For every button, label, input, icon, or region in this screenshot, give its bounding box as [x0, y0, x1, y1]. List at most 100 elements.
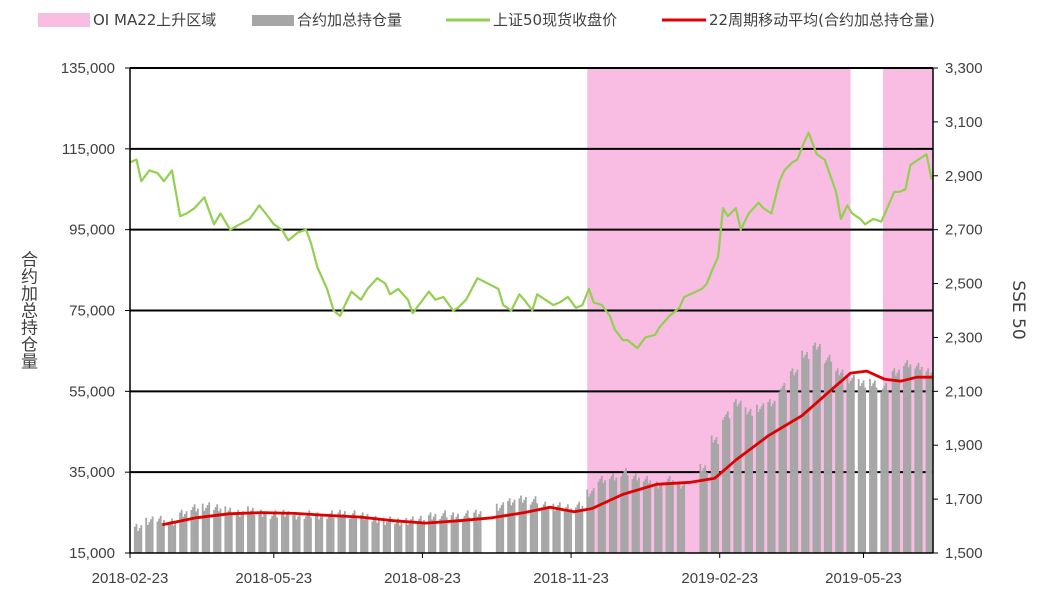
oi-bar [762, 403, 765, 553]
oi-bar [343, 511, 346, 553]
oi-bar [723, 416, 726, 553]
oi-bar [172, 525, 175, 553]
oi-bar [930, 372, 933, 553]
oi-bar [804, 354, 807, 553]
oi-bar [364, 516, 367, 553]
oi-bar [497, 510, 500, 553]
oi-bar [841, 369, 844, 553]
oi-bar [524, 497, 527, 553]
oi-bar [927, 368, 930, 553]
oi-bar [733, 402, 736, 553]
oi-bar [864, 387, 867, 553]
oi-bar [676, 484, 679, 553]
oi-bar [350, 516, 353, 553]
oi-bar [251, 507, 254, 553]
oi-bar [681, 485, 684, 553]
oi-bar [793, 375, 795, 553]
oi-bar [502, 502, 505, 553]
oi-bar [680, 488, 682, 553]
oi-bar [928, 375, 931, 553]
oi-bar [812, 345, 815, 553]
oi-bar [163, 520, 165, 553]
oi-bar [250, 510, 253, 553]
oi-bar [825, 360, 828, 553]
oi-bar [728, 418, 731, 553]
oi-bar [705, 472, 708, 553]
oi-bar [849, 380, 852, 553]
oi-bar [906, 360, 909, 553]
oi-bar [242, 511, 244, 553]
oi-bar [536, 503, 539, 553]
oi-bar [872, 383, 875, 553]
oi-bar [297, 516, 299, 553]
oi-bar [423, 520, 425, 553]
oi-bar [305, 516, 308, 553]
right-tick-label: 3,100 [945, 114, 983, 131]
oi-bar [167, 524, 170, 553]
oi-bar [597, 481, 600, 553]
oi-bar [557, 505, 560, 553]
oi-bar [213, 509, 215, 553]
oi-bar [339, 509, 341, 553]
oi-bar [285, 513, 288, 553]
oi-bar [418, 518, 421, 553]
legend-label-bars: 合约加总持仓量 [297, 11, 402, 29]
oi-bar [576, 504, 579, 553]
oi-bar [316, 512, 319, 553]
oi-bar [138, 528, 141, 553]
oi-bar [914, 368, 917, 553]
oi-bar [623, 470, 626, 553]
x-tick-label: 2018-02-23 [92, 570, 169, 587]
oi-bar [665, 481, 668, 553]
oi-bar [660, 482, 663, 553]
oi-bar [293, 512, 296, 553]
oi-bar [410, 519, 413, 553]
oi-bar [894, 375, 897, 553]
oi-bar [657, 488, 660, 553]
oi-bar [269, 518, 272, 553]
oi-bar [439, 518, 442, 553]
oi-bar [500, 505, 503, 553]
oi-bar [274, 510, 277, 553]
oi-bar [566, 504, 569, 553]
oi-bar [604, 480, 606, 553]
oi-bar [904, 363, 907, 553]
oi-bar [444, 510, 446, 553]
oi-bar [193, 504, 196, 553]
oi-bar [224, 506, 227, 553]
oi-bar [919, 369, 921, 553]
oi-bar [205, 507, 207, 553]
oi-bar [579, 508, 582, 553]
oi-bar [340, 516, 343, 553]
oi-bar [649, 480, 652, 553]
oi-bar [169, 521, 172, 553]
oi-bar [457, 513, 459, 553]
oi-bar [541, 507, 543, 553]
oi-bar [751, 415, 753, 553]
oi-bar [806, 352, 808, 553]
oi-bar [179, 512, 181, 553]
oi-bar [544, 501, 547, 553]
series-lines [129, 131, 934, 527]
oi-bar [591, 490, 593, 553]
left-axis-title: 合约加总持仓量 [17, 250, 38, 369]
oi-bar [192, 507, 194, 553]
oi-bar [513, 499, 516, 553]
oi-bar [785, 390, 787, 553]
oi-bar [184, 513, 186, 553]
oi-bar [133, 526, 136, 553]
right-tick-label: 3,300 [945, 60, 983, 77]
oi-bar [759, 408, 762, 553]
oi-bar [310, 517, 312, 553]
oi-bar [554, 510, 556, 553]
oi-bar [428, 515, 430, 553]
oi-bar [137, 530, 139, 553]
oi-bar [237, 509, 240, 553]
oi-bar [295, 519, 298, 553]
oi-bar [478, 513, 480, 553]
oi-bar [182, 516, 185, 553]
legend-label-ma22: 22周期移动平均(合约加总持仓量) [709, 11, 935, 29]
oi-bar [907, 367, 910, 553]
oi-bar [668, 476, 671, 553]
